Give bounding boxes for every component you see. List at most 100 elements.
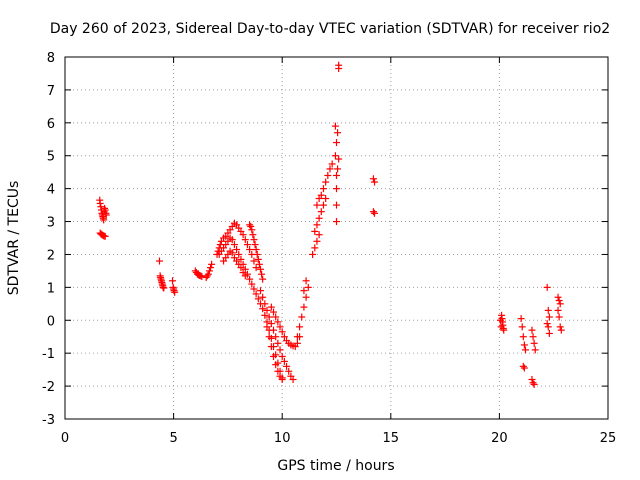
- data-point: [205, 267, 213, 275]
- data-point: [529, 333, 537, 341]
- y-tick-labels: -3 -2 -1 0 1 2 3 4 5 6 7 8: [42, 51, 55, 428]
- data-point: [258, 270, 266, 278]
- chart-title: Day 260 of 2023, Sidereal Day-to-day VTE…: [50, 21, 610, 37]
- data-point: [270, 352, 278, 360]
- data-point: [554, 306, 562, 314]
- data-point: [250, 285, 258, 293]
- data-point: [274, 367, 282, 375]
- data-point: [97, 203, 105, 211]
- data-point: [331, 122, 339, 130]
- data-point: [169, 277, 177, 285]
- data-point: [289, 376, 297, 384]
- data-point: [315, 231, 323, 239]
- data-point: [256, 287, 264, 295]
- data-point: [96, 199, 104, 207]
- data-point: [243, 241, 251, 249]
- data-point: [261, 300, 269, 308]
- y-tick-label: -2: [42, 380, 55, 395]
- data-point: [170, 287, 178, 295]
- y-tick-label: 0: [47, 314, 55, 329]
- y-tick-label: 5: [47, 150, 55, 165]
- data-point: [270, 308, 278, 316]
- data-point: [247, 222, 255, 230]
- y-tick-label: -1: [42, 347, 55, 362]
- data-point: [101, 232, 109, 240]
- data-point: [259, 305, 267, 313]
- data-point: [530, 339, 538, 347]
- data-point: [544, 306, 552, 314]
- data-point: [371, 178, 379, 186]
- data-point: [528, 376, 536, 384]
- data-point: [521, 346, 529, 354]
- data-point: [252, 264, 260, 272]
- data-point: [248, 226, 256, 234]
- data-point: [519, 333, 527, 341]
- data-point: [267, 320, 275, 328]
- data-point: [278, 352, 286, 360]
- data-point: [333, 218, 340, 226]
- data-point: [530, 380, 538, 388]
- data-point: [543, 283, 551, 291]
- data-point: [304, 283, 312, 291]
- data-point: [246, 246, 254, 254]
- data-point: [554, 293, 562, 301]
- data-point: [296, 323, 304, 331]
- data-point: [101, 206, 109, 214]
- data-point: [235, 250, 243, 258]
- data-point: [328, 160, 336, 168]
- data-point: [159, 283, 167, 291]
- x-tick-label: 20: [491, 431, 508, 446]
- y-tick-label: -3: [42, 413, 55, 428]
- x-tick-label: 5: [169, 431, 177, 446]
- data-point: [545, 329, 553, 337]
- data-point: [254, 295, 262, 303]
- data-point: [557, 326, 565, 334]
- axis-ticks: [64, 56, 609, 420]
- data-point: [293, 333, 301, 341]
- data-point: [528, 326, 536, 334]
- data-point: [228, 236, 236, 244]
- data-point: [265, 333, 273, 341]
- data-point: [204, 270, 212, 278]
- data-point: [280, 333, 288, 341]
- data-point: [241, 236, 249, 244]
- data-point: [324, 171, 332, 179]
- data-point: [334, 165, 342, 173]
- y-tick-label: 4: [47, 183, 55, 198]
- data-point: [319, 185, 327, 193]
- data-point: [198, 273, 206, 281]
- data-point: [197, 272, 205, 280]
- data-point: [315, 214, 323, 222]
- data-point: [203, 272, 211, 280]
- data-point: [293, 339, 301, 347]
- data-point: [272, 313, 280, 321]
- data-point: [207, 264, 215, 272]
- x-axis-title: GPS time / hours: [277, 458, 394, 474]
- data-point: [544, 323, 552, 331]
- data-point: [251, 241, 259, 249]
- data-point: [555, 313, 563, 321]
- y-axis-title: SDTVAR / TECUs: [6, 181, 22, 296]
- data-point: [259, 293, 267, 301]
- data-point: [267, 343, 275, 351]
- data-point: [371, 209, 379, 217]
- data-point: [322, 195, 330, 203]
- data-point: [278, 376, 286, 384]
- data-point: [545, 313, 553, 321]
- data-point: [274, 339, 282, 347]
- data-point: [313, 237, 321, 245]
- data-point: [331, 152, 339, 160]
- data-point: [259, 275, 267, 283]
- y-tick-label: 2: [47, 248, 55, 263]
- data-point: [298, 313, 306, 321]
- data-point: [102, 211, 110, 219]
- data-point: [250, 257, 258, 265]
- data-point: [263, 323, 271, 331]
- data-point: [309, 250, 317, 258]
- data-point: [228, 249, 236, 257]
- data-point: [274, 318, 282, 326]
- data-point: [252, 246, 260, 254]
- data-point: [335, 155, 343, 163]
- data-point: [249, 231, 257, 239]
